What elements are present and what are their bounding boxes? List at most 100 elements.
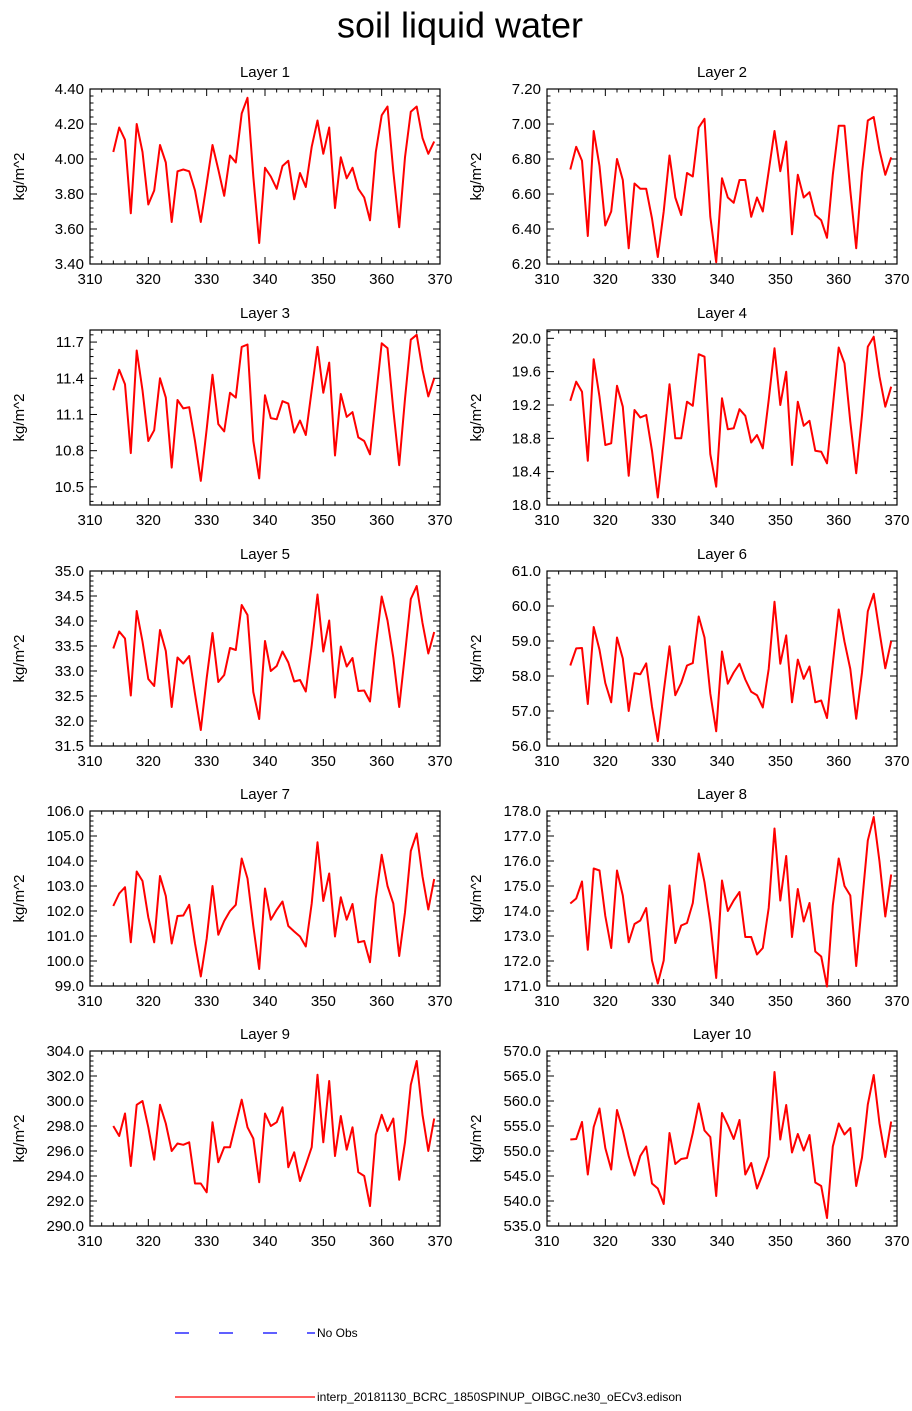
y-tick-label: 550.0 — [503, 1143, 541, 1160]
x-tick-label: 320 — [136, 1233, 161, 1250]
x-tick-label: 340 — [252, 753, 277, 770]
x-tick-label: 360 — [826, 993, 851, 1010]
panel-title: Layer 6 — [697, 546, 747, 563]
y-tick-label: 104.0 — [46, 853, 84, 870]
x-tick-label: 350 — [311, 512, 336, 529]
x-tick-label: 350 — [768, 993, 793, 1010]
y-tick-label: 294.0 — [46, 1168, 84, 1185]
panel-title: Layer 5 — [240, 546, 290, 563]
x-tick-label: 370 — [427, 512, 452, 529]
panel-title: Layer 9 — [240, 1026, 290, 1043]
y-tick-label: 105.0 — [46, 828, 84, 845]
x-tick-label: 340 — [709, 1233, 734, 1250]
y-tick-label: 56.0 — [512, 738, 541, 755]
y-tick-label: 560.0 — [503, 1093, 541, 1110]
y-tick-label: 6.80 — [512, 151, 541, 168]
x-tick-label: 340 — [252, 1233, 277, 1250]
y-axis-label: kg/m^2 — [468, 875, 485, 923]
x-tick-label: 330 — [651, 1233, 676, 1250]
y-tick-label: 11.4 — [56, 370, 84, 387]
legend-obs-label: No Obs — [317, 1326, 358, 1340]
y-tick-label: 35.0 — [55, 563, 84, 580]
panel-layer-2: Layer 2 kg/m^2 310 320 330 340 350 360 370 6.20 6.… — [468, 64, 910, 288]
y-tick-label: 178.0 — [503, 803, 541, 820]
panel-title: Layer 2 — [697, 64, 747, 81]
y-tick-label: 32.0 — [55, 713, 84, 730]
y-tick-label: 545.0 — [503, 1168, 541, 1185]
x-tick-label: 330 — [651, 993, 676, 1010]
x-tick-label: 340 — [709, 753, 734, 770]
y-tick-label: 174.0 — [503, 903, 541, 920]
y-tick-label: 19.2 — [512, 397, 541, 414]
plot-frame — [546, 810, 898, 987]
y-axis-label: kg/m^2 — [11, 394, 28, 442]
y-tick-label: 171.0 — [503, 978, 541, 995]
x-tick-label: 360 — [826, 512, 851, 529]
y-tick-label: 18.8 — [512, 430, 541, 447]
legend: No Obs interp_20181130_BCRC_1850SPINUP_O… — [175, 1326, 682, 1404]
y-tick-label: 18.0 — [512, 497, 541, 514]
y-axis-label: kg/m^2 — [11, 635, 28, 683]
series-line — [569, 335, 893, 499]
x-tick-label: 350 — [768, 753, 793, 770]
panel-layer-3: Layer 3 kg/m^2 310 320 330 340 350 360 370 10.5 10… — [11, 305, 453, 529]
y-axis-label: kg/m^2 — [468, 1115, 485, 1163]
x-tick-label: 320 — [136, 753, 161, 770]
panel-title: Layer 8 — [697, 786, 747, 803]
x-tick-label: 310 — [534, 512, 559, 529]
x-tick-label: 330 — [194, 993, 219, 1010]
x-tick-label: 340 — [252, 271, 277, 288]
y-tick-label: 101.0 — [46, 928, 84, 945]
x-tick-label: 360 — [369, 271, 394, 288]
y-tick-label: 18.4 — [512, 464, 541, 481]
y-tick-label: 177.0 — [503, 828, 541, 845]
y-axis-label: kg/m^2 — [11, 1115, 28, 1163]
y-tick-label: 7.20 — [512, 81, 541, 98]
x-tick-label: 370 — [884, 753, 909, 770]
y-tick-label: 7.00 — [512, 116, 541, 133]
x-tick-label: 310 — [77, 993, 102, 1010]
panel-layer-5: Layer 5 kg/m^2 310 320 330 340 350 360 370 31.5 32… — [11, 546, 453, 770]
y-tick-label: 3.60 — [55, 221, 84, 238]
y-axis-label: kg/m^2 — [11, 153, 28, 201]
panels-group: Layer 1 kg/m^2 310 320 330 340 350 360 370 3.40 3.… — [11, 64, 910, 1250]
panel-layer-4: Layer 4 kg/m^2 310 320 330 340 350 360 370 18.0 18… — [468, 305, 910, 529]
x-tick-label: 360 — [826, 1233, 851, 1250]
series-line — [570, 1071, 893, 1219]
panel-title: Layer 4 — [697, 305, 747, 322]
x-tick-label: 350 — [311, 993, 336, 1010]
y-tick-label: 11.7 — [56, 334, 84, 351]
y-tick-label: 4.20 — [55, 116, 84, 133]
y-tick-label: 173.0 — [503, 928, 541, 945]
y-tick-label: 59.0 — [512, 633, 541, 650]
y-tick-label: 175.0 — [503, 878, 541, 895]
y-tick-label: 535.0 — [503, 1218, 541, 1235]
series-line — [112, 832, 436, 978]
panel-layer-10: Layer 10 kg/m^2 310 320 330 340 350 360 370 535.0… — [468, 1026, 910, 1250]
y-tick-label: 6.60 — [512, 186, 541, 203]
x-tick-label: 370 — [884, 512, 909, 529]
plot-frame — [546, 1050, 898, 1227]
x-tick-label: 310 — [534, 993, 559, 1010]
x-tick-label: 340 — [709, 993, 734, 1010]
x-tick-label: 360 — [369, 1233, 394, 1250]
x-tick-label: 310 — [77, 512, 102, 529]
y-tick-label: 4.00 — [55, 151, 84, 168]
y-axis-label: kg/m^2 — [11, 875, 28, 923]
series-line — [112, 585, 436, 731]
x-tick-label: 320 — [593, 1233, 618, 1250]
y-axis-label: kg/m^2 — [468, 394, 485, 442]
y-tick-label: 58.0 — [512, 668, 541, 685]
x-tick-label: 360 — [369, 993, 394, 1010]
x-tick-label: 350 — [768, 512, 793, 529]
x-tick-label: 320 — [136, 512, 161, 529]
y-tick-label: 33.0 — [55, 663, 84, 680]
y-tick-label: 302.0 — [46, 1068, 84, 1085]
x-tick-label: 320 — [593, 753, 618, 770]
x-tick-label: 370 — [884, 1233, 909, 1250]
x-tick-label: 320 — [593, 993, 618, 1010]
x-tick-label: 360 — [826, 271, 851, 288]
plot-frame — [546, 329, 898, 506]
panel-layer-8: Layer 8 kg/m^2 310 320 330 340 350 360 370 171.0 1… — [468, 786, 910, 1010]
y-tick-label: 100.0 — [46, 953, 84, 970]
